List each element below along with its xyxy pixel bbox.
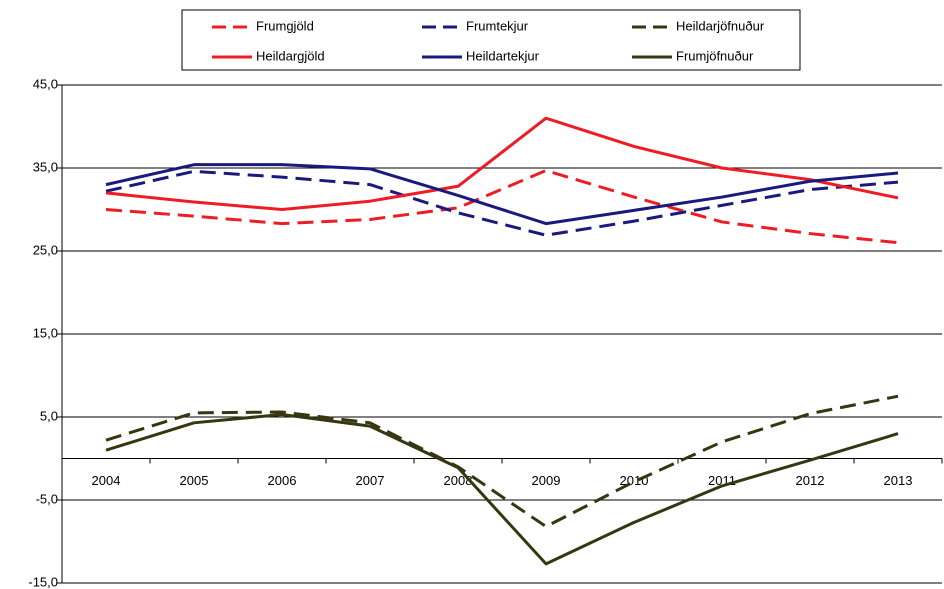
legend-label: Frumjöfnuður [676,48,754,63]
series-line [105,413,899,566]
legend-label: Heildarjöfnuður [676,18,765,33]
y-tick-label: 5,0 [40,408,58,423]
series-line [105,394,899,529]
series-line [105,169,899,237]
y-tick-label: -15,0 [28,574,58,589]
x-tick-label: 2012 [796,473,825,488]
legend-label: Frumgjöld [256,18,314,33]
legend-label: Frumtekjur [466,18,529,33]
y-tick-label: 15,0 [33,325,58,340]
x-tick-label: 2009 [532,473,561,488]
x-tick-label: 2005 [180,473,209,488]
legend-box [181,9,801,71]
legend-label: Heildartekjur [466,48,540,63]
x-tick-label: 2004 [92,473,121,488]
y-tick-label: 25,0 [33,242,58,257]
series-line [105,163,899,226]
series-line [105,116,899,211]
legend-label: Heildargjöld [256,48,325,63]
y-tick-label: 45,0 [33,76,58,91]
y-tick-label: 35,0 [33,159,58,174]
x-tick-label: 2013 [884,473,913,488]
y-tick-label: -5,0 [36,491,58,506]
series-line [105,168,899,245]
x-tick-label: 2007 [356,473,385,488]
x-tick-label: 2006 [268,473,297,488]
